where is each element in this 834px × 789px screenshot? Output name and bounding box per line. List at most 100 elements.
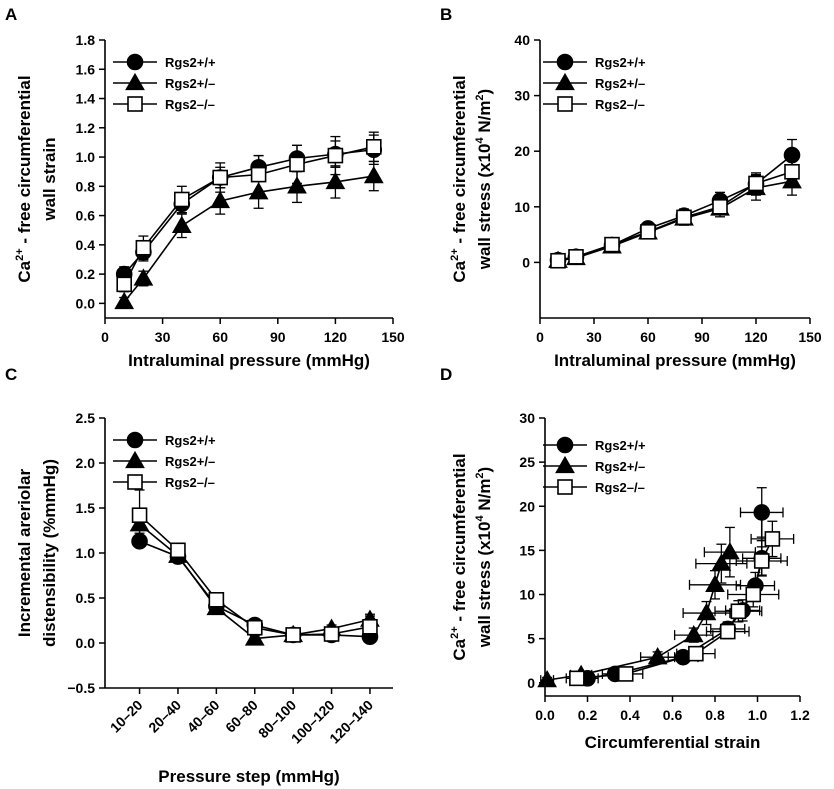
- panel-a-y-tick-label: 1.2: [76, 120, 96, 136]
- panel-c-y-tick-label: 2.0: [76, 455, 96, 471]
- panel-a-y-axis-title: Ca2+ - free circumferential: [14, 75, 34, 282]
- panel-b-series-line: [557, 154, 793, 261]
- panel-a-data-point: [289, 156, 305, 173]
- panel-d-x-tick-label: 0.8: [705, 707, 725, 723]
- panel-b-y-tick-label: 20: [514, 143, 530, 159]
- panel-a-x-tick-label: 0: [101, 329, 109, 345]
- panel-b-legend-label: Rgs2+/–: [595, 76, 645, 91]
- panel-d-data-point: [711, 553, 732, 571]
- panel-a-data-point: [174, 191, 190, 208]
- panel-d-legend: Rgs2+/+ Rgs2+/– Rgs2–/–: [543, 436, 646, 495]
- panel-b-data-point: [640, 224, 656, 240]
- panel-a-y-tick-label: 1.0: [76, 149, 96, 165]
- panel-b-data-point: [712, 199, 728, 215]
- panel-d-data-point: [719, 623, 736, 640]
- panel-a-data-point: [114, 291, 135, 310]
- panel-c-data-point: [170, 542, 186, 559]
- panel-d-x-tick-label: 0.6: [663, 707, 683, 723]
- panel-a-data-point: [287, 176, 307, 194]
- panel-a-x-tick-label: 30: [155, 329, 171, 345]
- panel-c-x-tick-label: 10–20: [107, 697, 146, 736]
- panel-d-legend-marker: [557, 479, 573, 495]
- panel-d-data-point: [745, 586, 762, 603]
- panel-c-legend: Rgs2+/+ Rgs2+/– Rgs2–/–: [113, 431, 216, 490]
- panel-d-legend-label: Rgs2+/+: [595, 438, 646, 453]
- panel-b-x-axis-title: Intraluminal pressure (mmHg): [554, 351, 796, 370]
- panel-a-y-tick-label: 0.2: [76, 266, 96, 282]
- panel-c-y-tick-label: 2.5: [76, 410, 96, 426]
- panel-d-data-point: [730, 603, 747, 620]
- panel-d-data-point: [705, 574, 725, 592]
- panel-d-y-tick-label: 15: [519, 542, 535, 558]
- panel-b-x-tick-label: 120: [744, 329, 768, 345]
- panel-a-y-tick-label: 0.8: [76, 178, 96, 194]
- panel-a-data-point: [250, 166, 267, 183]
- panel-d-data-point: [569, 670, 585, 687]
- panel-c-legend-marker: [126, 431, 144, 449]
- panel-d-legend-label: Rgs2–/–: [595, 480, 645, 495]
- panel-a-legend-marker: [127, 96, 143, 112]
- panel-c-y-axis-title: Incremental areriolar: [15, 469, 34, 638]
- panel-b-series-1: [549, 138, 801, 269]
- panel-b-x-tick-label: 150: [798, 329, 822, 345]
- panel-d-data-point: [688, 645, 704, 662]
- panel-a-data-point: [365, 139, 382, 155]
- panel-c-y-tick-label: 1.0: [76, 545, 96, 561]
- panel-d-x-axis-title: Circumferential strain: [585, 733, 761, 752]
- panel-d-x-tick-label: 0.2: [578, 707, 598, 723]
- panel-c-letter: C: [5, 365, 17, 384]
- panel-a-series-3: [116, 131, 382, 293]
- panel-a: A 0.0 0.2 0.4 0.6 0.8 1.0 1.2 1.4 1.6 1.8 0 30 60 90 12…: [5, 5, 405, 370]
- panel-b-legend-marker: [556, 53, 574, 71]
- panel-d: D 0 5 10 15 20 25 30 0.0 0.2 0.4 0.6 0.8 1.0 1.2 Circum…: [440, 365, 810, 752]
- panel-c-data-point: [246, 619, 263, 636]
- panel-a-data-point: [116, 276, 132, 293]
- panel-a-y-tick-label: 0.0: [76, 295, 96, 311]
- panel-d-x-tick-label: 1.2: [790, 707, 810, 723]
- panel-b-x-tick-label: 30: [586, 329, 602, 345]
- panel-b-y-tick-label: 0: [522, 254, 530, 270]
- panel-a-letter: A: [5, 5, 17, 24]
- panel-c-data-point: [323, 626, 340, 642]
- panel-b-y-tick-label: 10: [514, 199, 530, 215]
- panel-d-data-point: [719, 542, 740, 560]
- panel-b-letter: B: [440, 5, 452, 24]
- panel-a-data-point: [171, 215, 192, 233]
- panel-b-x-tick-label: 60: [640, 329, 656, 345]
- panel-b-series-3: [550, 160, 800, 269]
- panel-c-legend-marker: [125, 450, 145, 469]
- panel-c-x-tick-label: 40–60: [184, 697, 223, 736]
- panel-c-data-point: [131, 507, 148, 524]
- panel-a-data-point: [135, 239, 152, 256]
- panel-b-data-point: [550, 252, 566, 269]
- panel-b-data-point: [568, 249, 584, 265]
- panel-a-y-axis-title: wall strain: [40, 137, 59, 221]
- panel-d-y-tick-label: 20: [519, 498, 535, 514]
- panel-a-data-point: [325, 171, 346, 190]
- panel-a-series-line: [123, 175, 374, 303]
- panel-a-series-2: [114, 160, 384, 310]
- panel-d-x-tick-label: 0.0: [535, 707, 555, 723]
- panel-a-y-tick-label: 0.6: [76, 208, 96, 224]
- panel-a-legend-marker: [125, 72, 145, 91]
- panel-d-y-tick-label: 30: [519, 410, 535, 426]
- panel-a-data-point: [133, 268, 154, 286]
- panel-c-y-tick-label: 0.0: [76, 635, 96, 651]
- panel-c-data-point: [362, 618, 378, 635]
- panel-a-legend-label: Rgs2+/+: [165, 55, 216, 70]
- panel-a-y-tick-label: 1.8: [76, 32, 96, 48]
- panel-a-x-tick-label: 90: [270, 329, 286, 345]
- panel-b-legend-marker: [557, 96, 573, 112]
- panel-d-y-tick-label: 0: [527, 675, 535, 691]
- panel-b-legend-label: Rgs2+/+: [595, 55, 646, 70]
- panel-d-x-tick-label: 1.0: [748, 707, 768, 723]
- panel-d-data-point: [537, 670, 558, 688]
- panel-d-y-tick-label: 25: [519, 454, 535, 470]
- panel-d-y-axis-title: Ca2+ - free circumferential: [449, 453, 469, 660]
- panel-a-legend-label: Rgs2+/–: [165, 76, 215, 91]
- panel-c-y-tick-label: 1.5: [76, 500, 96, 516]
- panel-d-x-tick-label: 0.4: [620, 707, 640, 723]
- panel-c-data-point: [208, 591, 225, 608]
- panel-d-data-point: [683, 624, 704, 643]
